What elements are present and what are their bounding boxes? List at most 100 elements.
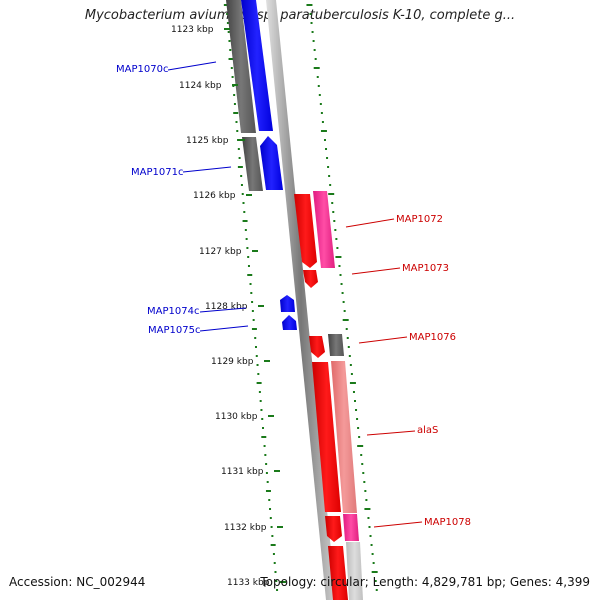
gc-skew-dot [236, 130, 239, 132]
plus-strand-labels: MAP1072 MAP1073 MAP1076 alaS MAP1078 [345, 214, 471, 528]
gc-skew-track-left [223, 4, 279, 591]
gc-skew-dot [237, 139, 240, 141]
feature-alaS-pink [331, 361, 357, 513]
gc-skew-dot [309, 13, 312, 15]
gc-skew-dot [370, 544, 373, 546]
gc-skew-dot [226, 13, 229, 15]
gc-skew-dot [363, 481, 366, 483]
gc-skew-dot [228, 40, 231, 42]
cds-next-plus [328, 546, 348, 600]
gc-skew-dot [223, 4, 229, 6]
gc-skew-dot [358, 436, 361, 438]
gc-skew-dot [245, 238, 248, 240]
gc-skew-track-right [306, 4, 378, 591]
gc-skew-dot [323, 139, 326, 141]
gc-skew-dot [313, 49, 316, 51]
ruler-label: 1129 kbp [211, 357, 254, 367]
gc-skew-dot [254, 346, 257, 348]
ruler-tick [224, 28, 230, 30]
gc-skew-dot [265, 472, 268, 474]
gc-skew-dot [334, 229, 337, 231]
gc-skew-dot [360, 454, 363, 456]
gene-label-leader [351, 267, 401, 275]
ruler-label: 1124 kbp [179, 81, 222, 91]
gc-skew-dot [340, 283, 343, 285]
gc-skew-dot [364, 508, 371, 510]
feature-MAP1076-gray [328, 334, 344, 356]
gc-skew-dot [227, 31, 230, 33]
gc-skew-dot [367, 517, 370, 519]
gc-skew-dot [235, 121, 238, 123]
accession-text: Accession: NC_002944 [9, 575, 146, 589]
gc-skew-dot [247, 274, 253, 276]
gene-label-MAP1076: MAP1076 [409, 332, 456, 343]
gc-skew-dot [329, 184, 332, 186]
gc-skew-dot [357, 445, 364, 447]
ruler: 1123 kbp 1124 kbp 1125 kbp 1126 kbp 1127 kbp… [171, 25, 286, 588]
gc-skew-dot [364, 490, 367, 492]
gc-skew-dot [318, 94, 321, 96]
gene-label-MAP1074c: MAP1074c [147, 306, 199, 317]
minus-strand-labels: MAP1070c MAP1071c MAP1074c MAP1075c [116, 61, 249, 336]
gene-label-leader [182, 166, 232, 173]
ruler-tick [274, 470, 280, 472]
gc-skew-dot [257, 373, 260, 375]
gene-label-alaS: alaS [417, 425, 438, 436]
gc-skew-dot [255, 355, 258, 357]
gc-skew-dot [272, 553, 275, 555]
gene-label-leader [199, 307, 247, 313]
gc-skew-dot [270, 544, 276, 546]
gc-skew-dot [230, 67, 233, 69]
gc-skew-dot [374, 580, 377, 582]
gc-skew-dot [251, 310, 254, 312]
gc-skew-dot [338, 265, 341, 267]
gene-label-MAP1071c: MAP1071c [131, 167, 183, 178]
gc-skew-dot [238, 157, 241, 159]
gc-skew-dot [266, 481, 269, 483]
gc-skew-dot [249, 283, 252, 285]
gc-skew-dot [263, 445, 266, 447]
ruler-label: 1130 kbp [215, 412, 258, 422]
gc-skew-dot [271, 535, 274, 537]
gc-skew-dot [371, 571, 378, 573]
gc-skew-dot [319, 103, 322, 105]
gc-skew-dot [348, 355, 351, 357]
gene-label-leader [199, 325, 249, 332]
gc-skew-dot [342, 301, 345, 303]
gc-skew-dot [240, 175, 243, 177]
cds-MAP1074c [280, 295, 295, 312]
gc-skew-dot [237, 166, 243, 168]
gc-skew-dot [375, 589, 378, 591]
gc-skew-dot [237, 148, 240, 150]
gc-skew-dot [372, 562, 375, 564]
gc-skew-dot [275, 580, 278, 582]
gc-skew-dot [320, 112, 323, 114]
ruler-tick [258, 305, 264, 307]
gc-skew-dot [321, 121, 324, 123]
gc-skew-dot [336, 247, 339, 249]
ruler-tick [268, 415, 274, 417]
gc-skew-dot [371, 553, 374, 555]
gc-skew-dot [269, 508, 272, 510]
gc-skew-dot [229, 49, 232, 51]
ruler-tick [280, 581, 286, 583]
gc-skew-dot [273, 562, 276, 564]
gc-skew-dot [306, 4, 313, 6]
gc-skew-dot [365, 499, 368, 501]
feature-next-lightgray [346, 542, 363, 600]
gc-skew-dot [339, 274, 342, 276]
ruler-label: 1133 kbp [227, 578, 270, 588]
gc-skew-dot [261, 418, 264, 420]
gc-skew-dot [335, 256, 342, 258]
gc-skew-dot [243, 211, 246, 213]
gc-skew-dot [345, 328, 348, 330]
map-title: Mycobacterium avium subsp. paratuberculo… [84, 8, 516, 23]
gc-skew-dot [325, 148, 328, 150]
genome-summary-text: Topology: circular; Length: 4,829,781 bp… [260, 575, 590, 589]
gc-skew-dot [352, 391, 355, 393]
gc-skew-dot [265, 463, 268, 465]
gc-skew-dot [349, 364, 352, 366]
gc-skew-dot [242, 220, 248, 222]
gc-skew-dot [233, 94, 236, 96]
